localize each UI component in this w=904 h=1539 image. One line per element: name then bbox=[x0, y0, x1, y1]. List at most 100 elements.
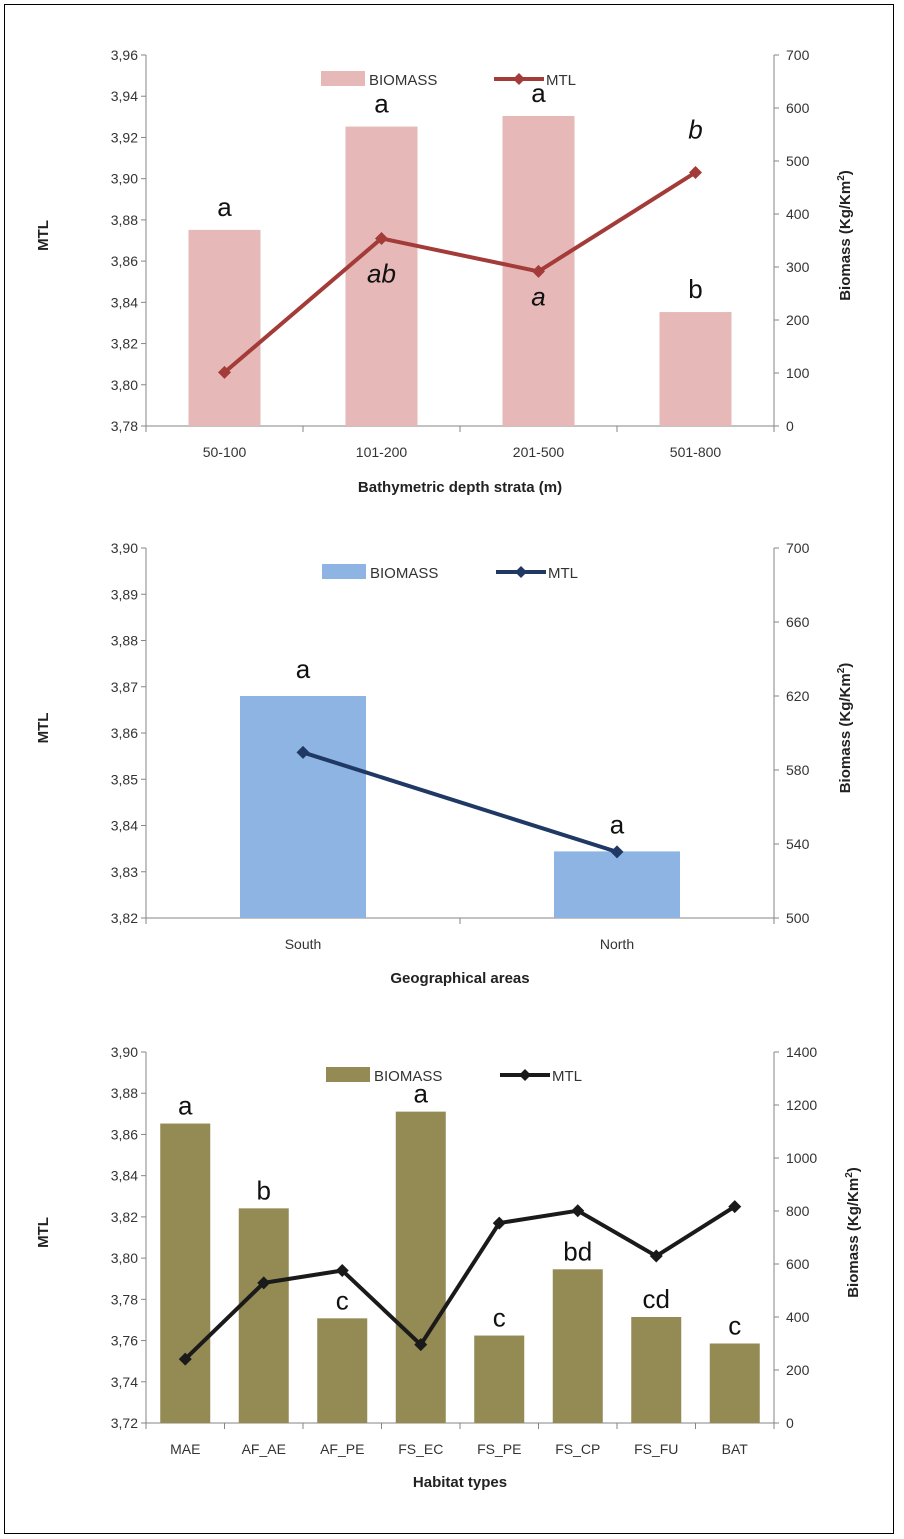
figure-frame bbox=[4, 4, 894, 1534]
right-axis-title: Biomass (Kg/Km2) bbox=[836, 170, 854, 301]
right-tick-label: 660 bbox=[786, 614, 810, 630]
right-tick-label: 1000 bbox=[786, 1150, 817, 1166]
bar bbox=[395, 1111, 446, 1423]
right-tick-label: 400 bbox=[786, 1309, 810, 1325]
legend-line-marker bbox=[513, 73, 525, 85]
right-tick-label: 700 bbox=[786, 47, 810, 63]
legend-bar-swatch bbox=[326, 1067, 370, 1082]
right-tick-label: 600 bbox=[786, 100, 810, 116]
bar-significance-label: a bbox=[374, 89, 389, 119]
right-tick-label: 400 bbox=[786, 206, 810, 222]
x-tick-label: AF_AE bbox=[242, 1441, 286, 1457]
left-tick-label: 3,80 bbox=[111, 377, 138, 393]
bar-significance-label: a bbox=[217, 192, 232, 222]
bar bbox=[631, 1317, 682, 1423]
bar-significance-label: c bbox=[336, 1285, 349, 1315]
left-tick-label: 3,86 bbox=[111, 1126, 138, 1142]
right-tick-label: 500 bbox=[786, 910, 810, 926]
right-tick-label: 300 bbox=[786, 259, 810, 275]
bar-significance-label: bd bbox=[563, 1236, 592, 1266]
left-tick-label: 3,78 bbox=[111, 1291, 138, 1307]
left-tick-label: 3,86 bbox=[111, 725, 138, 741]
bar-significance-label: a bbox=[531, 78, 546, 108]
x-tick-label: FS_PE bbox=[477, 1441, 521, 1457]
mtl-significance-label: a bbox=[531, 281, 545, 311]
mtl-point bbox=[178, 1352, 192, 1366]
bar-significance-label: b bbox=[688, 274, 702, 304]
left-tick-label: 3,84 bbox=[111, 1168, 138, 1184]
legend-line-marker bbox=[519, 1069, 531, 1081]
mtl-point bbox=[571, 1204, 585, 1218]
bar bbox=[317, 1318, 368, 1423]
left-tick-label: 3,86 bbox=[111, 253, 138, 269]
legend-line-label: MTL bbox=[546, 72, 576, 89]
right-tick-label: 580 bbox=[786, 762, 810, 778]
mtl-line bbox=[302, 750, 618, 854]
right-tick-label: 1400 bbox=[786, 1044, 817, 1060]
left-tick-label: 3,92 bbox=[111, 129, 138, 145]
mtl-significance-label: b bbox=[688, 114, 702, 144]
x-axis-title: Geographical areas bbox=[390, 970, 529, 987]
left-axis-title: MTL bbox=[35, 220, 52, 251]
x-tick-label: MAE bbox=[170, 1441, 200, 1457]
x-tick-label: South bbox=[285, 936, 322, 952]
x-tick-label: 50-100 bbox=[203, 444, 247, 460]
left-axis-title: MTL bbox=[35, 1217, 52, 1248]
x-axis-title: Habitat types bbox=[413, 1474, 507, 1491]
bar-significance-label: a bbox=[296, 654, 311, 684]
mtl-point bbox=[335, 1263, 349, 1277]
left-tick-label: 3,90 bbox=[111, 171, 138, 187]
bar-significance-label: a bbox=[610, 809, 625, 839]
mtl-point bbox=[375, 231, 388, 245]
bar-significance-label: a bbox=[178, 1091, 193, 1121]
x-axis-title: Bathymetric depth strata (m) bbox=[358, 479, 562, 496]
right-tick-label: 600 bbox=[786, 1256, 810, 1272]
left-tick-label: 3,74 bbox=[111, 1374, 138, 1390]
mtl-point bbox=[689, 165, 702, 179]
bar-significance-label: cd bbox=[643, 1284, 670, 1314]
x-tick-label: BAT bbox=[722, 1441, 749, 1457]
x-tick-label: 101-200 bbox=[356, 444, 408, 460]
mtl-point bbox=[218, 365, 231, 379]
x-tick-label: FS_CP bbox=[555, 1441, 600, 1457]
right-tick-label: 0 bbox=[786, 418, 794, 434]
bar bbox=[659, 312, 732, 426]
bar bbox=[345, 126, 418, 427]
bar bbox=[240, 696, 366, 918]
x-tick-label: North bbox=[600, 936, 634, 952]
right-tick-label: 1200 bbox=[786, 1097, 817, 1113]
bar-significance-label: b bbox=[257, 1175, 271, 1205]
left-tick-label: 3,88 bbox=[111, 1085, 138, 1101]
legend-bar-swatch bbox=[321, 71, 365, 86]
x-tick-label: FS_FU bbox=[634, 1441, 678, 1457]
legend-bar-swatch bbox=[322, 564, 366, 579]
left-tick-label: 3,82 bbox=[111, 910, 138, 926]
right-tick-label: 800 bbox=[786, 1203, 810, 1219]
left-tick-label: 3,87 bbox=[111, 679, 138, 695]
bar-significance-label: c bbox=[493, 1303, 506, 1333]
left-tick-label: 3,90 bbox=[111, 1044, 138, 1060]
mtl-significance-label: ab bbox=[367, 258, 396, 288]
right-axis-title: Biomass (Kg/Km2) bbox=[836, 663, 854, 794]
mtl-point bbox=[649, 1249, 663, 1263]
mtl-line bbox=[183, 1204, 736, 1361]
legend-bar-label: BIOMASS bbox=[369, 72, 437, 89]
bar bbox=[160, 1123, 211, 1423]
left-tick-label: 3,78 bbox=[111, 418, 138, 434]
right-tick-label: 200 bbox=[786, 1362, 810, 1378]
x-tick-label: 201-500 bbox=[513, 444, 565, 460]
mtl-point bbox=[532, 264, 545, 278]
chart-2: 3,82 3,83 3,84 3,85 3,86 3,87 3,88 3,89 3,90 500 5… bbox=[35, 540, 854, 987]
left-tick-label: 3,96 bbox=[111, 47, 138, 63]
legend-line-label: MTL bbox=[552, 1068, 582, 1085]
left-tick-label: 3,83 bbox=[111, 864, 138, 880]
left-tick-label: 3,82 bbox=[111, 336, 138, 352]
bar bbox=[554, 851, 680, 918]
legend-bar-label: BIOMASS bbox=[370, 565, 438, 582]
chart-3: 3,72 3,74 3,76 3,78 3,80 3,82 3,84 3,86 3,88 3,90… bbox=[35, 1044, 862, 1491]
legend-line-marker bbox=[515, 566, 527, 578]
left-axis-title: MTL bbox=[35, 713, 52, 744]
right-tick-label: 200 bbox=[786, 312, 810, 328]
left-tick-label: 3,85 bbox=[111, 771, 138, 787]
